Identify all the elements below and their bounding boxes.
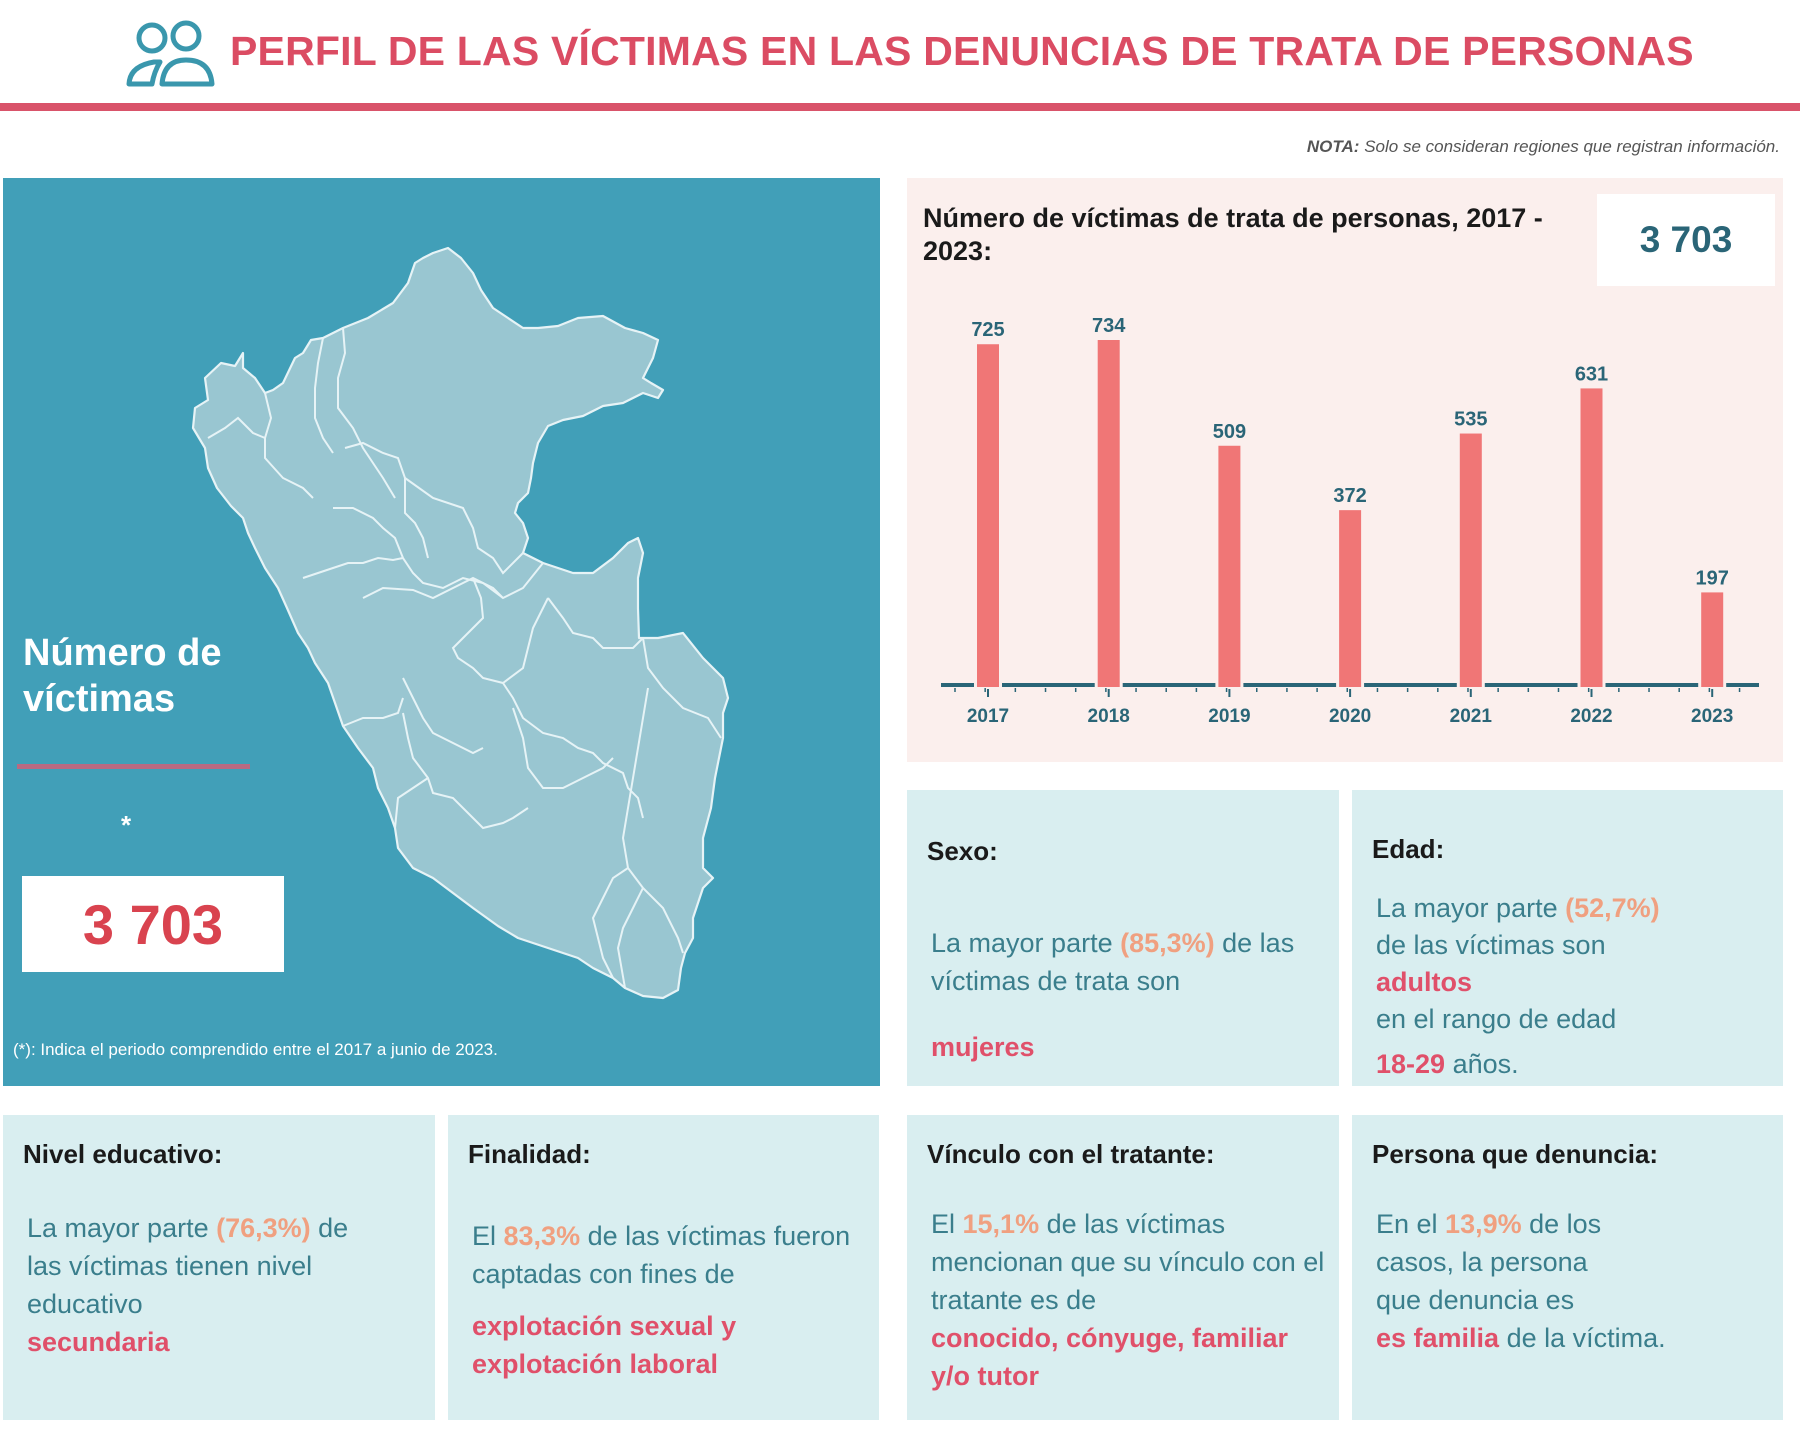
card-sexo-body: La mayor parte (85,3%) de las víctimas d…: [931, 924, 1325, 1066]
bar-2019: [1218, 445, 1241, 687]
card-educacion-text2: de las víctimas tienen nivel educativo: [27, 1213, 349, 1319]
card-edad-range: 18-29: [1376, 1049, 1446, 1079]
map-title-line2: víctimas: [23, 678, 176, 720]
map-title-line1: Número de: [23, 632, 222, 674]
x-tick-label-2022: 2022: [1570, 706, 1612, 727]
card-edad: Edad: La mayor parte (52,7%) de las víct…: [1352, 790, 1783, 1086]
card-edad-title: Edad:: [1372, 834, 1445, 864]
card-educacion-title: Nivel educativo:: [23, 1139, 223, 1169]
users-icon: [126, 20, 215, 87]
card-finalidad-text2: de las víctimas fueron captadas con fine…: [472, 1221, 851, 1289]
card-finalidad-text: El: [472, 1221, 504, 1251]
card-denuncia-title: Persona que denuncia:: [1372, 1139, 1659, 1169]
card-educacion: Nivel educativo: La mayor parte (76,3%) …: [3, 1115, 435, 1420]
card-finalidad: Finalidad: El 83,3% de las víctimas fuer…: [448, 1115, 879, 1420]
data-label-2022: 631: [1575, 363, 1608, 385]
card-vinculo-text2: de las víctimas mencionan que su vínculo…: [931, 1209, 1325, 1315]
card-edad-text2: de las víctimas son: [1376, 930, 1606, 960]
card-vinculo-body: El 15,1% de las víctimas mencionan que s…: [931, 1205, 1331, 1395]
bar-2018: [1097, 340, 1120, 687]
map-outline: [191, 246, 730, 1000]
card-denuncia-last-line: es familia de la víctima.: [1376, 1319, 1769, 1357]
data-label-2018: 734: [1092, 315, 1126, 337]
bar-2023: [1701, 592, 1724, 687]
card-denuncia-text3: de la víctima.: [1499, 1323, 1666, 1353]
header: PERFIL DE LAS VÍCTIMAS EN LAS DENUNCIAS …: [0, 0, 1800, 112]
x-tick-label-2021: 2021: [1450, 706, 1493, 727]
card-edad-percent: (52,7%): [1565, 893, 1660, 923]
data-label-2023: 197: [1696, 567, 1729, 589]
card-denuncia: Persona que denuncia: En el 13,9% de los…: [1352, 1115, 1783, 1420]
card-edad-text4: años.: [1445, 1049, 1519, 1079]
chart-panel: Número de víctimas de trata de personas,…: [907, 178, 1783, 762]
bar-2017: [977, 344, 999, 687]
bar-2022: [1580, 388, 1603, 687]
data-label-2019: 509: [1213, 421, 1246, 443]
card-denuncia-percent: 13,9%: [1445, 1209, 1522, 1239]
x-tick-label-2023: 2023: [1691, 706, 1733, 727]
card-vinculo-highlight: conocido, cónyuge, familiar y/o tutor: [931, 1323, 1289, 1391]
card-edad-text3: en el rango de edad: [1376, 1004, 1617, 1034]
card-sexo-highlight: mujeres: [931, 1032, 1035, 1062]
data-label-2020: 372: [1333, 485, 1366, 507]
card-edad-body: La mayor parte (52,7%) de las víctimas s…: [1376, 890, 1769, 1083]
data-label-2017: 725: [971, 319, 1004, 341]
map-title-divider: [17, 764, 250, 769]
x-tick-label-2020: 2020: [1329, 706, 1371, 727]
card-finalidad-highlight: explotación sexual y explotación laboral: [472, 1311, 737, 1379]
card-educacion-percent: (76,3%): [216, 1213, 311, 1243]
card-sexo-percent: (85,3%): [1120, 928, 1215, 958]
card-sexo-title: Sexo:: [927, 836, 998, 866]
bar-chart: 725 2017 734 2018 509 2019 372 2020 535 2021 631 20…: [941, 315, 1759, 727]
card-vinculo-percent: 15,1%: [962, 1209, 1040, 1239]
card-sexo: Sexo: La mayor parte (85,3%) de las víct…: [907, 790, 1339, 1086]
card-educacion-highlight: secundaria: [27, 1327, 170, 1357]
asterisk-marker: *: [121, 810, 132, 840]
card-denuncia-highlight: es familia: [1376, 1323, 1500, 1353]
card-denuncia-text: En el: [1376, 1209, 1446, 1239]
map-title: Número de víctimas: [23, 630, 221, 722]
card-sexo-text2: de las víctimas de trata son: [931, 928, 1295, 996]
map-panel: Número de víctimas * 3 703 (*): Indica e…: [3, 178, 880, 1086]
bar-2021: [1459, 433, 1482, 687]
bar-2020: [1339, 510, 1362, 687]
card-finalidad-body: El 83,3% de las víctimas fueron captadas…: [472, 1217, 872, 1383]
peru-map: [191, 246, 730, 1000]
card-vinculo: Vínculo con el tratante: El 15,1% de las…: [907, 1115, 1339, 1420]
note: NOTA: Solo se consideran regiones que re…: [1307, 137, 1780, 157]
card-finalidad-title: Finalidad:: [468, 1139, 591, 1169]
card-vinculo-text: El: [931, 1209, 963, 1239]
chart-total-box: 3 703: [1597, 194, 1775, 286]
card-edad-text: La mayor parte: [1376, 893, 1566, 923]
x-tick-label-2017: 2017: [967, 706, 1009, 727]
chart-title: Número de víctimas de trata de personas,…: [923, 203, 1543, 266]
x-tick-label-2019: 2019: [1208, 706, 1250, 727]
card-sexo-text: La mayor parte: [931, 928, 1121, 958]
card-finalidad-percent: 83,3%: [503, 1221, 581, 1251]
data-label-2021: 535: [1454, 409, 1487, 431]
card-denuncia-body: En el 13,9% de los casos, la persona que…: [1376, 1205, 1636, 1319]
total-victims-value: 3 703: [82, 892, 224, 956]
x-tick-label-2018: 2018: [1088, 706, 1130, 727]
card-educacion-body: La mayor parte (76,3%) de las víctimas t…: [27, 1209, 357, 1361]
card-edad-highlight: adultos: [1376, 967, 1473, 997]
note-label: NOTA:: [1306, 137, 1360, 156]
chart-total-value: 3 703: [1639, 219, 1733, 260]
note-text: Solo se consideran regiones que registra…: [1359, 137, 1780, 156]
total-victims-box: 3 703: [22, 876, 284, 972]
page-title: PERFIL DE LAS VÍCTIMAS EN LAS DENUNCIAS …: [230, 28, 1694, 74]
card-educacion-text: La mayor parte: [27, 1213, 217, 1243]
map-footnote: (*): Indica el periodo comprendido entre…: [13, 1040, 498, 1059]
header-divider: [0, 103, 1800, 111]
card-denuncia-text2: de los casos, la persona que denuncia es: [1376, 1209, 1602, 1315]
card-vinculo-title: Vínculo con el tratante:: [927, 1139, 1215, 1169]
